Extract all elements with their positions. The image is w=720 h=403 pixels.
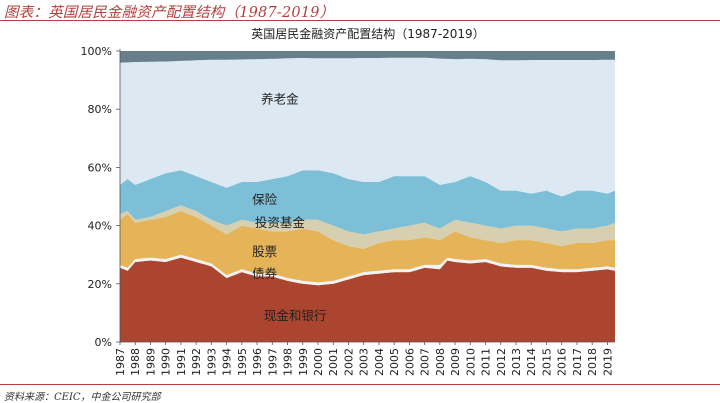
figure-header: 图表：英国居民金融资产配置结构（1987-2019） [4,5,335,21]
chart-title: 英国居民金融资产配置结构（1987-2019） [251,26,484,41]
y-tick-label: 60% [88,161,112,174]
x-tick-label: 1998 [282,348,295,376]
footer-rule [0,384,720,385]
x-tick-label: 2019 [601,348,614,376]
x-tick-label: 2011 [480,348,493,376]
x-tick-label: 1992 [190,348,203,376]
x-tick-label: 1989 [144,348,157,376]
x-tick-label: 1988 [129,348,142,376]
stacked-area-chart: 英国居民金融资产配置结构（1987-2019） 养老金保险投资基金股票债券现金和… [81,26,615,376]
area-stocks [120,211,615,283]
x-tick-label: 1996 [251,348,264,376]
x-tick-label: 2015 [540,348,553,376]
x-tick-label: 1991 [175,348,188,376]
x-tick-label: 2008 [434,348,447,376]
x-tick-label: 2001 [327,348,340,376]
x-tick-label: 1993 [205,348,218,376]
area-funds [120,205,615,249]
x-tick-label: 1990 [160,348,173,376]
x-tick-label: 2014 [525,348,538,376]
chart-areas [120,51,615,342]
x-tick-label: 2016 [556,348,569,376]
area-label-bonds: 债券 [252,266,278,281]
area-label-cash_bank: 现金和银行 [264,308,327,323]
y-tick-label: 20% [88,278,112,291]
x-tick-label: 2005 [388,348,401,376]
area-label-stocks: 股票 [252,244,277,259]
area-bonds [120,254,615,286]
y-tick-label: 40% [88,220,112,233]
area-insurance [120,170,615,235]
x-tick-label: 2000 [312,348,325,376]
x-tick-label: 2009 [449,348,462,376]
x-tick-label: 2018 [586,348,599,376]
x-tick-label: 2006 [403,348,416,376]
chart-axes: 0%20%40%60%80%100%1987 1988 1989 1990 1991 19… [81,45,615,376]
x-tick-label: 1997 [266,348,279,376]
area-other [120,51,615,63]
x-tick-label: 1995 [236,348,249,376]
x-tick-label: 2012 [495,348,508,376]
x-tick-label: 2010 [464,348,477,376]
x-tick-label: 1999 [297,348,310,376]
x-tick-label: 2013 [510,348,523,376]
x-tick-label: 1987 [114,348,127,376]
x-tick-label: 2017 [571,348,584,376]
source-note: 资料来源：CEIC，中金公司研究部 [4,392,161,403]
y-tick-label: 0% [95,336,112,349]
y-tick-label: 80% [88,103,112,116]
x-tick-label: 1994 [221,348,234,376]
x-tick-label: 2004 [373,348,386,376]
area-label-insurance: 保险 [252,192,278,207]
x-tick-label: 2007 [419,348,432,376]
x-tick-label: 2002 [342,348,355,376]
area-label-pension: 养老金 [261,91,299,106]
area-cash_bank [120,257,615,342]
x-tick-label: 2003 [358,348,371,376]
area-label-funds: 投资基金 [255,215,306,230]
header-rule [0,20,720,21]
y-tick-label: 100% [81,45,112,58]
area-pension [120,57,615,197]
